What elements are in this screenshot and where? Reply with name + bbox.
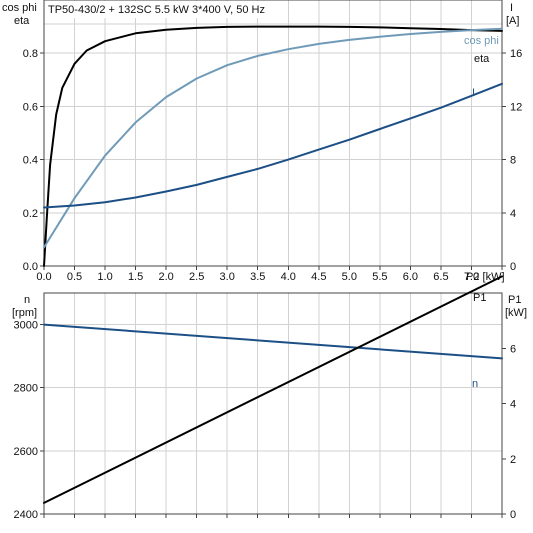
y-right-tick-label: 16	[510, 48, 522, 60]
series-line-cos-phi	[43, 27, 503, 249]
bottom-x-ticks	[43, 514, 503, 518]
series-label-cosphi: cos phi	[464, 35, 499, 47]
y-right-tick-label: 0	[510, 509, 516, 521]
y-left-tick-label: 0.0	[23, 261, 38, 273]
y-right-tick-label: 12	[510, 101, 522, 113]
y-left-label-cosphi: cos phi	[2, 2, 37, 14]
x-tick-label: 6.5	[433, 271, 448, 283]
y-right-label-p1: P1	[508, 294, 521, 306]
y-left-tick-label: 2800	[14, 383, 38, 395]
series-line-p1	[43, 275, 503, 504]
x-tick-label: 0.0	[36, 271, 51, 283]
x-tick-label: 1.5	[128, 271, 143, 283]
series-label-i: I	[472, 87, 475, 99]
y-right-tick-label: 2	[510, 454, 516, 466]
bottom-series	[43, 275, 503, 504]
x-tick-label: 2.5	[189, 271, 204, 283]
x-tick-label: 5.5	[372, 271, 387, 283]
y-right-unit-a: [A]	[506, 15, 519, 27]
top-chart-frame	[43, 0, 503, 267]
chart-title: TP50-430/2 + 132SC 5.5 kW 3*400 V, 50 Hz	[48, 4, 265, 16]
top-series	[43, 25, 503, 267]
y-right-tick-label: 6	[510, 343, 516, 355]
x-tick-label: 2.0	[158, 271, 173, 283]
top-y-right-ticks: 0 4 8 12 16	[502, 48, 522, 273]
top-x-ticks: 0.0 0.5 1.0 1.5 2.0 2.5 3.0 3.5 4.0 4.5 5.0 5.5 6.0 6…	[36, 266, 503, 283]
top-y-left-ticks: 0.0 0.2 0.4 0.6 0.8	[23, 48, 44, 273]
series-label-p1: P1	[473, 292, 486, 304]
y-left-tick-label: 0.6	[23, 101, 38, 113]
y-left-label-eta: eta	[14, 15, 30, 27]
y-left-tick-label: 0.8	[23, 48, 38, 60]
x-tick-label: 3.0	[220, 271, 235, 283]
x-tick-label: 1.0	[97, 271, 112, 283]
y-right-unit-kw: [kW]	[505, 307, 527, 319]
series-label-eta: eta	[474, 53, 490, 65]
y-left-label-n: n	[24, 294, 30, 306]
series-line-i	[43, 82, 503, 209]
y-left-tick-label: 0.2	[23, 208, 38, 220]
y-right-tick-label: 4	[510, 399, 516, 411]
x-tick-label: 0.5	[67, 271, 82, 283]
y-right-tick-label: 8	[510, 155, 516, 167]
bottom-chart-grid	[44, 293, 502, 514]
y-right-tick-label: 0	[510, 261, 516, 273]
bottom-y-left-ticks: 2400 2600 2800 3000	[14, 320, 44, 521]
title-box	[45, 1, 282, 18]
y-left-tick-label: 0.4	[23, 155, 38, 167]
series-label-n: n	[472, 378, 478, 390]
x-tick-label: 4.0	[281, 271, 296, 283]
y-left-tick-label: 3000	[14, 320, 38, 332]
x-tick-label: 4.5	[311, 271, 326, 283]
y-left-tick-label: 2400	[14, 509, 38, 521]
bottom-chart-frame	[43, 292, 503, 515]
y-right-label-i: I	[510, 2, 513, 14]
x-tick-label: 3.5	[250, 271, 265, 283]
y-left-unit-rpm: [rpm]	[12, 307, 37, 319]
x-tick-label: 7.0	[464, 271, 479, 283]
x-tick-label: 6.0	[403, 271, 418, 283]
y-right-tick-label: 4	[510, 208, 516, 220]
y-left-tick-label: 2600	[14, 446, 38, 458]
series-line-n	[43, 323, 503, 360]
bottom-y-right-ticks: 0 2 4 6	[502, 343, 516, 521]
x-tick-label: 5.0	[342, 271, 357, 283]
series-line-eta	[43, 25, 503, 267]
